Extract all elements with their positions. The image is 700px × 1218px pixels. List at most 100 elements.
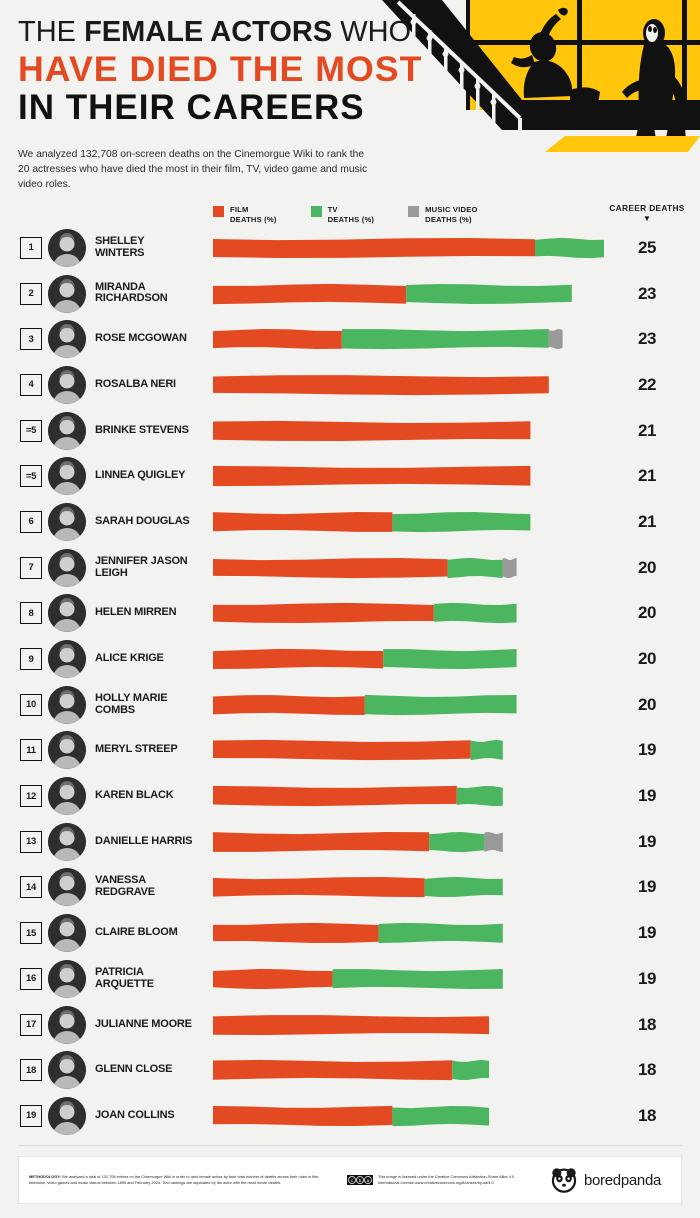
table-row: 2 MIRANDA RICHARDSON 23 bbox=[0, 271, 700, 317]
portrait-icon bbox=[48, 731, 86, 770]
brand-logo[interactable]: boredpanda bbox=[531, 1167, 681, 1193]
stacked-bar bbox=[213, 1105, 633, 1127]
avatar bbox=[48, 457, 86, 496]
stacked-bar bbox=[213, 465, 633, 487]
legend-swatch-tv bbox=[310, 206, 322, 217]
table-row: 19 JOAN COLLINS 18 bbox=[0, 1093, 700, 1139]
rank-badge: 18 bbox=[20, 1059, 42, 1082]
actor-name: JENNIFER JASON LEIGH bbox=[95, 554, 188, 579]
actor-name: LINNEA QUIGLEY bbox=[95, 469, 186, 482]
rank-badge: 12 bbox=[20, 785, 42, 808]
portrait-icon bbox=[48, 320, 86, 359]
headline-line-1: THE FEMALE ACTORS WHO bbox=[18, 18, 418, 47]
career-deaths-value: 21 bbox=[638, 420, 656, 440]
career-deaths-value: 20 bbox=[638, 649, 656, 669]
portrait-icon bbox=[48, 640, 86, 679]
stacked-bar bbox=[213, 328, 633, 350]
career-deaths-value: 18 bbox=[638, 1014, 656, 1034]
portrait-icon bbox=[48, 914, 86, 953]
actor-name: KAREN BLACK bbox=[95, 789, 174, 802]
stacked-bar bbox=[213, 1014, 633, 1036]
avatar bbox=[48, 365, 86, 404]
career-deaths-value: 20 bbox=[638, 694, 656, 714]
portrait-icon bbox=[48, 777, 86, 816]
stacked-bar bbox=[213, 557, 633, 579]
rank-badge: 2 bbox=[20, 282, 42, 305]
table-row: 3 ROSE MCGOWAN 23 bbox=[0, 316, 700, 362]
headline-line-2: HAVE DIED THE MOST bbox=[18, 50, 423, 89]
legend-label-music-video: MUSIC VIDEO DEATHS (%) bbox=[425, 205, 478, 224]
stacked-bar bbox=[213, 785, 633, 807]
table-row: 18 GLENN CLOSE 18 bbox=[0, 1047, 700, 1093]
career-deaths-value: 23 bbox=[638, 283, 656, 303]
rank-badge: 6 bbox=[20, 510, 42, 533]
rank-badge: 4 bbox=[20, 373, 42, 396]
table-row: 9 ALICE KRIGE 20 bbox=[0, 636, 700, 682]
rank-badge: 16 bbox=[20, 967, 42, 990]
actor-name: MERYL STREEP bbox=[95, 743, 178, 756]
stacked-bar bbox=[213, 283, 633, 305]
actor-name: HOLLY MARIE COMBS bbox=[95, 691, 168, 716]
legend-item-film: FILM DEATHS (%) bbox=[213, 205, 277, 224]
avatar bbox=[48, 731, 86, 770]
career-deaths-value: 19 bbox=[638, 786, 656, 806]
headline-line-3: IN THEIR CAREERS bbox=[18, 88, 365, 127]
stacked-bar bbox=[213, 602, 633, 624]
actor-name: BRINKE STEVENS bbox=[95, 423, 189, 436]
legend-label-tv: TV DEATHS (%) bbox=[327, 205, 375, 224]
headline-line-1-b: FEMALE ACTORS bbox=[84, 16, 333, 48]
portrait-icon bbox=[48, 822, 86, 861]
avatar bbox=[48, 822, 86, 861]
avatar bbox=[48, 868, 86, 907]
career-deaths-value: 19 bbox=[638, 923, 656, 943]
actor-name: ROSE MCGOWAN bbox=[95, 332, 187, 345]
rank-badge: 8 bbox=[20, 602, 42, 625]
table-row: 4 ROSALBA NERI 22 bbox=[0, 362, 700, 408]
avatar bbox=[48, 502, 86, 541]
actor-name: ROSALBA NERI bbox=[95, 377, 176, 390]
rank-badge: 13 bbox=[20, 830, 42, 853]
actor-name: GLENN CLOSE bbox=[95, 1063, 173, 1076]
rank-badge: 15 bbox=[20, 922, 42, 945]
stacked-bar bbox=[213, 511, 633, 533]
actor-name: SHELLEY WINTERS bbox=[95, 234, 145, 259]
rank-badge: 19 bbox=[20, 1104, 42, 1127]
stacked-bar bbox=[213, 922, 633, 944]
portrait-icon bbox=[48, 365, 86, 404]
portrait-icon bbox=[48, 457, 86, 496]
avatar bbox=[48, 274, 86, 313]
stacked-bar bbox=[213, 237, 633, 259]
rank-badge: 7 bbox=[20, 556, 42, 579]
portrait-icon bbox=[48, 868, 86, 907]
actor-name: DANIELLE HARRIS bbox=[95, 834, 193, 847]
actor-name: HELEN MIRREN bbox=[95, 606, 177, 619]
avatar bbox=[48, 411, 86, 450]
table-row: 6 SARAH DOUGLAS 21 bbox=[0, 499, 700, 545]
footer: METHODOLOGY: We analyzed a total of 132,… bbox=[18, 1156, 682, 1204]
avatar bbox=[48, 548, 86, 587]
career-deaths-value: 19 bbox=[638, 831, 656, 851]
career-deaths-value: 20 bbox=[638, 557, 656, 577]
page-title: THE FEMALE ACTORS WHO HAVE DIED THE MOST… bbox=[18, 18, 421, 127]
portrait-icon bbox=[48, 1005, 86, 1044]
career-deaths-value: 23 bbox=[638, 329, 656, 349]
portrait-icon bbox=[48, 594, 86, 633]
legend-swatch-music-video bbox=[408, 206, 420, 217]
methodology-text: We analyzed a total of 132,708 entries o… bbox=[29, 1173, 320, 1185]
career-deaths-value: 19 bbox=[638, 877, 656, 897]
table-row: 7 JENNIFER JASON LEIGH 20 bbox=[0, 545, 700, 591]
svg-text:b: b bbox=[359, 1178, 362, 1183]
table-row: =5 BRINKE STEVENS 21 bbox=[0, 408, 700, 454]
legend-swatch-film bbox=[213, 206, 224, 217]
table-row: 1 SHELLEY WINTERS 25 bbox=[0, 225, 700, 271]
ranking-list: 1 SHELLEY WINTERS 25 2 MIRANDA RICHARDSON 23 3… bbox=[0, 225, 700, 1139]
table-row: 8 HELEN MIRREN 20 bbox=[0, 591, 700, 637]
rank-badge: 17 bbox=[20, 1013, 42, 1036]
rank-badge: 10 bbox=[20, 693, 42, 716]
avatar bbox=[48, 594, 86, 633]
table-row: 17 JULIANNE MOORE 18 bbox=[0, 1002, 700, 1048]
portrait-icon bbox=[48, 959, 86, 998]
rank-badge: 14 bbox=[20, 876, 42, 899]
career-deaths-value: 18 bbox=[638, 1060, 656, 1080]
table-row: =5 LINNEA QUIGLEY 21 bbox=[0, 453, 700, 499]
